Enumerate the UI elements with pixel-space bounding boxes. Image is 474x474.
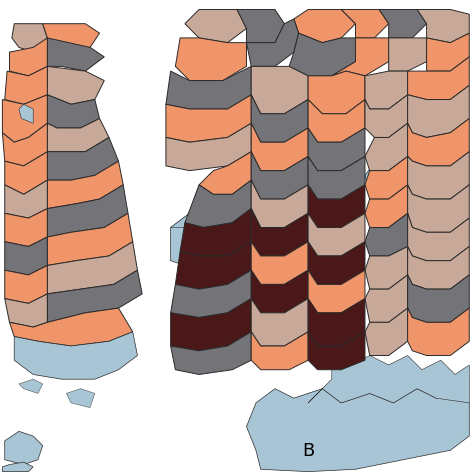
Polygon shape — [251, 299, 308, 346]
Polygon shape — [408, 308, 469, 356]
Polygon shape — [251, 270, 308, 313]
Polygon shape — [427, 33, 469, 71]
Polygon shape — [365, 123, 408, 171]
Polygon shape — [379, 9, 427, 38]
Polygon shape — [166, 66, 251, 109]
Polygon shape — [5, 237, 47, 275]
Polygon shape — [166, 123, 251, 171]
Polygon shape — [9, 38, 47, 76]
Polygon shape — [171, 299, 251, 351]
Polygon shape — [5, 294, 47, 327]
Polygon shape — [365, 185, 408, 228]
Polygon shape — [47, 66, 104, 104]
Polygon shape — [408, 85, 469, 137]
Polygon shape — [5, 431, 43, 465]
Polygon shape — [417, 9, 469, 43]
Polygon shape — [5, 265, 47, 303]
Polygon shape — [47, 185, 128, 237]
Polygon shape — [5, 152, 47, 194]
Polygon shape — [47, 161, 123, 209]
Polygon shape — [308, 156, 365, 199]
Polygon shape — [251, 123, 308, 171]
Polygon shape — [365, 95, 408, 137]
Polygon shape — [47, 95, 100, 128]
Polygon shape — [365, 147, 436, 209]
Polygon shape — [47, 242, 137, 294]
Polygon shape — [246, 389, 469, 472]
Polygon shape — [5, 180, 47, 218]
Polygon shape — [308, 100, 365, 142]
Polygon shape — [166, 95, 251, 142]
Polygon shape — [251, 66, 308, 114]
Polygon shape — [251, 152, 308, 199]
Polygon shape — [47, 270, 142, 322]
Polygon shape — [47, 38, 104, 71]
Polygon shape — [365, 275, 408, 322]
Polygon shape — [341, 9, 389, 38]
Polygon shape — [289, 33, 356, 76]
Polygon shape — [408, 118, 469, 166]
Polygon shape — [5, 66, 47, 104]
Polygon shape — [408, 185, 469, 232]
Polygon shape — [171, 185, 213, 228]
Polygon shape — [251, 180, 308, 228]
Polygon shape — [12, 24, 47, 52]
Polygon shape — [171, 213, 213, 270]
Polygon shape — [308, 332, 365, 370]
Polygon shape — [66, 389, 95, 408]
Polygon shape — [294, 9, 356, 43]
Polygon shape — [14, 332, 137, 379]
Polygon shape — [365, 71, 408, 109]
Polygon shape — [308, 356, 469, 403]
Polygon shape — [251, 209, 308, 256]
Polygon shape — [408, 213, 469, 261]
Polygon shape — [308, 128, 365, 171]
Polygon shape — [365, 308, 408, 356]
Polygon shape — [308, 185, 365, 228]
Polygon shape — [175, 38, 246, 81]
Polygon shape — [308, 270, 365, 313]
Polygon shape — [180, 209, 251, 256]
Polygon shape — [185, 9, 246, 43]
Polygon shape — [251, 242, 308, 284]
Polygon shape — [19, 379, 43, 393]
Polygon shape — [5, 209, 47, 246]
Polygon shape — [43, 24, 100, 52]
Polygon shape — [246, 19, 299, 66]
Polygon shape — [185, 180, 251, 228]
Polygon shape — [308, 242, 365, 284]
Polygon shape — [2, 95, 47, 142]
Polygon shape — [251, 95, 308, 142]
Polygon shape — [175, 242, 251, 289]
Polygon shape — [251, 332, 308, 370]
Polygon shape — [365, 213, 408, 256]
Polygon shape — [2, 462, 33, 472]
Polygon shape — [365, 156, 408, 199]
Polygon shape — [308, 299, 365, 346]
Polygon shape — [389, 38, 427, 71]
Polygon shape — [237, 9, 284, 43]
Polygon shape — [171, 332, 251, 374]
Polygon shape — [19, 104, 33, 123]
Polygon shape — [47, 118, 109, 152]
Polygon shape — [2, 123, 47, 166]
Polygon shape — [408, 246, 469, 289]
Polygon shape — [408, 152, 469, 199]
Polygon shape — [408, 57, 469, 100]
Polygon shape — [308, 71, 365, 114]
Polygon shape — [9, 308, 133, 346]
Polygon shape — [408, 275, 469, 322]
Polygon shape — [171, 270, 251, 318]
Polygon shape — [365, 246, 408, 289]
Text: B: B — [302, 442, 314, 460]
Polygon shape — [308, 213, 365, 256]
Polygon shape — [199, 152, 251, 194]
Polygon shape — [47, 213, 133, 265]
Polygon shape — [332, 38, 389, 76]
Polygon shape — [47, 137, 118, 180]
